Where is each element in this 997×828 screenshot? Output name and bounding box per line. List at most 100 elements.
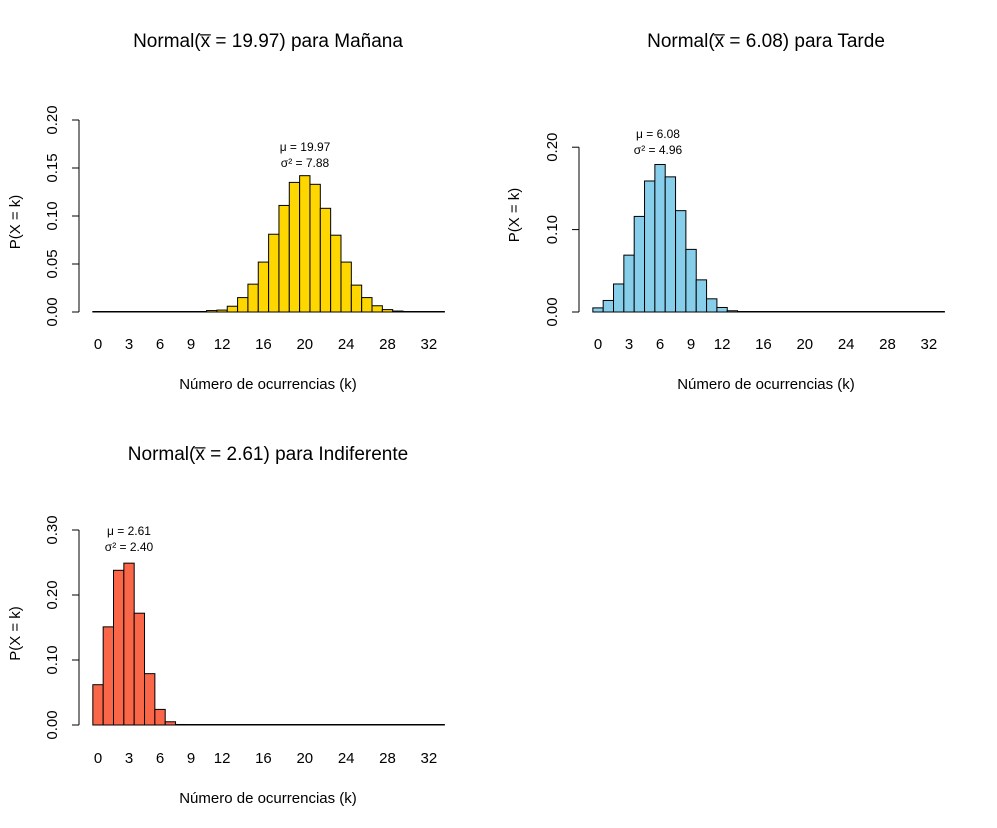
bar-30 [402, 311, 414, 313]
x-axis-label: Número de ocurrencias (k) [677, 376, 855, 393]
bar-28 [381, 309, 394, 313]
bar-18 [278, 724, 290, 726]
bar-22 [819, 311, 832, 313]
x-tick-label: 6 [656, 336, 664, 353]
bar-13 [726, 310, 739, 313]
bar-14 [237, 724, 249, 726]
bar-series [92, 175, 445, 313]
x-tick-label: 20 [296, 336, 313, 353]
bar-21 [309, 183, 321, 313]
bar-14 [737, 311, 749, 313]
bar-26 [361, 724, 373, 726]
bar-22 [319, 724, 332, 726]
bar-5 [144, 673, 156, 726]
x-tick-label: 9 [187, 750, 195, 767]
bar-4 [133, 311, 146, 313]
bar-3 [123, 562, 135, 726]
bar-27 [371, 305, 383, 313]
bar-6 [154, 311, 166, 313]
x-tick-label: 16 [255, 336, 272, 353]
chart-panel-1: Normal(x̅ = 19.97) para Mañana0.000.050.… [7, 31, 445, 393]
bar-28 [881, 311, 894, 313]
bar-33 [433, 311, 445, 313]
bar-1 [602, 299, 615, 313]
bar-21 [309, 724, 321, 726]
bar-27 [371, 724, 383, 726]
bar-26 [861, 311, 873, 313]
bar-24 [840, 311, 852, 313]
bar-11 [206, 724, 218, 726]
annotation-mean: μ = 19.97 [280, 140, 331, 154]
bar-10 [695, 279, 708, 313]
x-tick-label: 28 [379, 336, 396, 353]
bar-10 [195, 724, 208, 726]
bar-30 [902, 311, 914, 313]
bar-14 [237, 297, 249, 313]
chart-title: Normal(x̅ = 6.08) para Tarde [647, 31, 885, 52]
annotation-variance: σ² = 2.40 [105, 540, 154, 554]
y-axis-label: P(X = k) [7, 606, 24, 661]
y-tick-label: 0.00 [44, 710, 61, 739]
bar-11 [206, 310, 218, 313]
y-tick-label: 0.00 [44, 297, 61, 326]
bar-series [592, 164, 945, 313]
bar-24 [340, 261, 352, 313]
bar-32 [923, 311, 935, 313]
bar-17 [268, 724, 280, 726]
x-axis-label: Número de ocurrencias (k) [179, 790, 357, 807]
bar-16 [257, 724, 270, 726]
x-axis: 0 3 6 9 12 16 20 24 28 32 [94, 750, 437, 767]
bar-25 [350, 724, 363, 726]
bar-16 [757, 311, 770, 313]
bar-4 [133, 612, 146, 726]
x-tick-label: 16 [755, 336, 772, 353]
x-tick-label: 16 [255, 750, 272, 767]
bar-1 [102, 626, 115, 726]
bar-4 [633, 215, 646, 313]
bar-32 [423, 724, 435, 726]
bar-20 [799, 311, 811, 313]
bar-18 [778, 311, 790, 313]
bar-9 [185, 311, 197, 313]
bar-7 [164, 311, 177, 313]
bar-12 [716, 306, 728, 313]
bar-5 [644, 180, 656, 313]
bar-10 [195, 311, 208, 313]
bar-19 [288, 181, 301, 313]
annotation-mean: μ = 6.08 [636, 127, 680, 141]
bar-25 [350, 284, 363, 313]
y-tick-label: 0.30 [44, 515, 61, 544]
chart-panel-3: Normal(x̅ = 2.61) para Indiferente0.000.… [7, 444, 445, 807]
bar-8 [175, 311, 187, 313]
bar-29 [392, 724, 404, 726]
y-tick-label: 0.20 [544, 133, 561, 162]
x-tick-label: 3 [125, 336, 133, 353]
bar-15 [747, 311, 759, 313]
bar-15 [247, 724, 259, 726]
y-tick-label: 0.15 [44, 153, 61, 182]
bar-series [92, 562, 445, 726]
x-tick-label: 20 [296, 750, 313, 767]
y-tick-label: 0.00 [544, 297, 561, 326]
x-tick-label: 0 [594, 336, 602, 353]
bar-19 [788, 311, 801, 313]
bar-31 [412, 724, 425, 726]
x-tick-label: 3 [625, 336, 633, 353]
x-tick-label: 12 [714, 336, 731, 353]
x-tick-label: 32 [921, 336, 938, 353]
bar-31 [412, 311, 425, 313]
x-tick-label: 24 [338, 336, 355, 353]
x-tick-label: 28 [879, 336, 896, 353]
bar-2 [613, 283, 625, 313]
x-tick-label: 12 [214, 750, 231, 767]
bar-6 [654, 164, 666, 313]
bar-22 [319, 207, 332, 313]
bar-7 [664, 176, 677, 313]
bar-21 [809, 311, 821, 313]
bar-17 [768, 311, 780, 313]
x-tick-label: 32 [421, 750, 438, 767]
y-tick-label: 0.20 [44, 105, 61, 134]
bar-12 [216, 309, 228, 313]
bar-0 [92, 684, 104, 726]
bar-3 [123, 311, 135, 313]
